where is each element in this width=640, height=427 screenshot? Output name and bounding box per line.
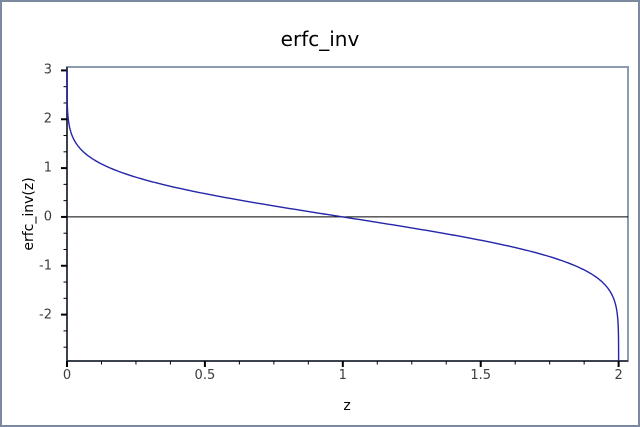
plot-window-frame [66, 66, 629, 362]
y-axis-label: erfc_inv(z) [21, 177, 37, 251]
x-tick-label: 2 [614, 368, 623, 383]
x-tick-label: 1.5 [470, 368, 492, 383]
erfc-inv-curve [66, 69, 620, 362]
y-tick-label: -1 [39, 258, 52, 274]
chart-title: erfc_inv [280, 27, 360, 51]
y-tick-label: 3 [43, 62, 52, 78]
x-tick-label: 0.5 [194, 368, 216, 383]
x-tick-label: 0 [62, 368, 72, 383]
y-tick-label: 1 [43, 160, 52, 176]
y-tick-label: -2 [39, 307, 52, 323]
x-tick-label: 1 [338, 368, 347, 383]
x-axis-label: z [343, 398, 351, 414]
y-tick-label: 2 [43, 111, 52, 127]
y-tick-label: 0 [43, 209, 52, 225]
